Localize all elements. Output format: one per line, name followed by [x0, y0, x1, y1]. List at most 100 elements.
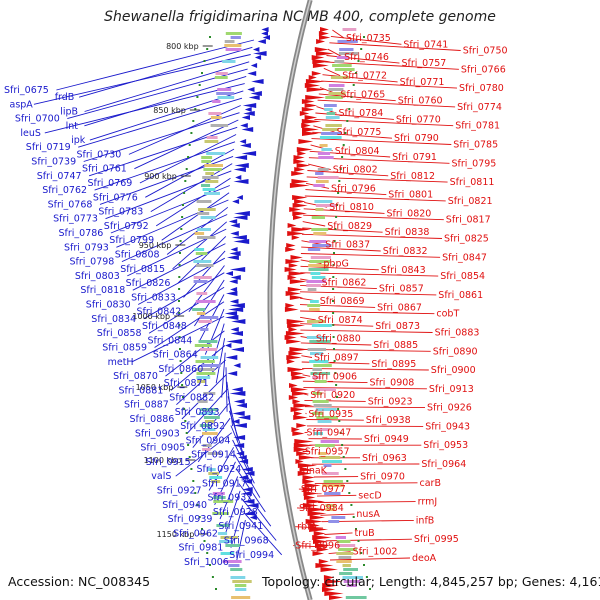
reverse-gene-arrow — [233, 399, 245, 404]
gene-label-right: Sfri_0957 — [305, 447, 350, 458]
outer-mark — [335, 384, 338, 386]
feature-bar — [196, 368, 215, 371]
gene-label-left: Sfri_0747 — [37, 171, 82, 182]
feature-bar — [310, 272, 321, 275]
gene-label-right: Sfri_0811 — [450, 177, 495, 188]
outer-mark — [337, 408, 340, 410]
feature-bar — [206, 136, 218, 139]
forward-gene-arrow — [287, 223, 297, 228]
feature-bar — [310, 300, 319, 303]
forward-gene-arrow — [307, 511, 327, 516]
reverse-gene-arrow — [252, 47, 260, 52]
feature-bar — [307, 288, 317, 291]
reverse-gene-arrow — [226, 339, 243, 344]
feature-bar — [198, 208, 216, 211]
accession-text: Accession: NC_008345 — [8, 574, 151, 589]
gene-label-right: Sfri_0977 — [301, 484, 346, 495]
forward-gene-arrow — [301, 107, 315, 112]
forward-gene-arrow — [304, 115, 318, 120]
feature-bar — [312, 392, 322, 395]
label-connector-right — [332, 29, 345, 39]
outer-mark — [215, 588, 217, 590]
outer-mark — [203, 60, 206, 62]
outer-mark — [355, 72, 357, 74]
feature-bar — [201, 160, 211, 163]
gene-label-left: Sfri_0730 — [77, 149, 122, 160]
feature-bar — [342, 576, 363, 579]
gene-label-right: Sfri_0829 — [327, 221, 372, 232]
gene-label-left: Sfri_0803 — [75, 271, 120, 282]
reverse-gene-arrow — [241, 115, 250, 120]
forward-gene-arrow — [287, 323, 305, 328]
feature-bar — [309, 308, 320, 311]
gene-label-right: Sfri_0885 — [373, 340, 418, 351]
gene-label-right: rbfA — [297, 522, 317, 533]
backbone-highlight — [269, 0, 311, 600]
feature-bar — [193, 280, 208, 283]
gene-label-left: Sfri_0864 — [153, 350, 198, 361]
outer-mark — [206, 48, 209, 50]
forward-gene-arrow — [286, 359, 295, 364]
gene-label-right: rrmJ — [418, 497, 438, 508]
outer-mark — [336, 396, 338, 398]
feature-bar — [213, 496, 226, 499]
gene-label-right: Sfri_0774 — [457, 102, 502, 113]
gene-label-left: Sfri_0830 — [86, 300, 131, 311]
outer-mark — [350, 504, 353, 506]
forward-gene-arrow — [298, 139, 314, 144]
gene-label-right: Sfri_0900 — [431, 365, 476, 376]
feature-bar — [235, 588, 247, 591]
forward-gene-arrow — [302, 475, 315, 480]
reverse-gene-arrow — [230, 327, 239, 332]
feature-bar — [209, 476, 223, 479]
label-connector-right — [317, 99, 456, 108]
gene-label-left: Sfri_0914 — [191, 450, 236, 461]
tick-label: 1000 kbp — [132, 312, 170, 321]
label-connector-left — [219, 476, 239, 520]
label-connector-left — [33, 54, 251, 105]
gene-label-right: Sfri_0847 — [442, 252, 487, 263]
reverse-gene-arrow — [234, 211, 250, 216]
reverse-gene-arrow — [232, 419, 240, 424]
feature-bar — [208, 112, 222, 115]
forward-gene-arrow — [312, 59, 331, 64]
gene-label-left: aspA — [10, 99, 34, 110]
feature-bar — [202, 176, 219, 179]
label-connector-left — [177, 236, 227, 284]
gene-label-right: Sfri_0897 — [314, 353, 359, 364]
outer-mark — [332, 276, 335, 278]
forward-gene-arrow — [322, 583, 339, 588]
outer-mark — [357, 540, 360, 542]
reverse-gene-arrow — [230, 331, 243, 336]
feature-bar — [200, 348, 218, 351]
reverse-gene-arrow — [229, 391, 246, 396]
label-connector-right — [301, 355, 313, 358]
feature-bar — [316, 428, 330, 431]
feature-bar — [230, 36, 241, 39]
gene-label-left: Sfri_0798 — [70, 257, 115, 268]
tick-label: 950 kbp — [139, 241, 172, 250]
reverse-gene-arrow — [236, 451, 245, 456]
forward-gene-arrow — [311, 55, 325, 60]
feature-bar — [210, 116, 222, 119]
gene-label-left: Sfri_0893 — [175, 407, 220, 418]
label-connector-left — [88, 126, 238, 177]
outer-mark — [179, 360, 182, 362]
forward-gene-arrow — [288, 395, 299, 400]
forward-gene-arrow — [289, 347, 309, 352]
feature-bar — [312, 368, 322, 371]
reverse-gene-arrow — [250, 91, 262, 96]
reverse-gene-arrow — [226, 291, 238, 296]
reverse-gene-arrow — [233, 435, 246, 440]
forward-gene-arrow — [316, 39, 326, 44]
outer-mark — [360, 552, 363, 554]
label-connector-left — [89, 90, 244, 141]
gene-label-left: Sfri_0826 — [126, 278, 171, 289]
feature-bar — [230, 568, 243, 571]
gene-label-right: Sfri_0760 — [398, 96, 443, 107]
feature-bar — [309, 340, 331, 343]
forward-gene-arrow — [305, 79, 325, 84]
gene-label-left: Sfri_0842 — [137, 307, 182, 318]
gene-label-left: Sfri_0871 — [164, 378, 209, 389]
gene-label-left: Sfri_0799 — [109, 235, 154, 246]
